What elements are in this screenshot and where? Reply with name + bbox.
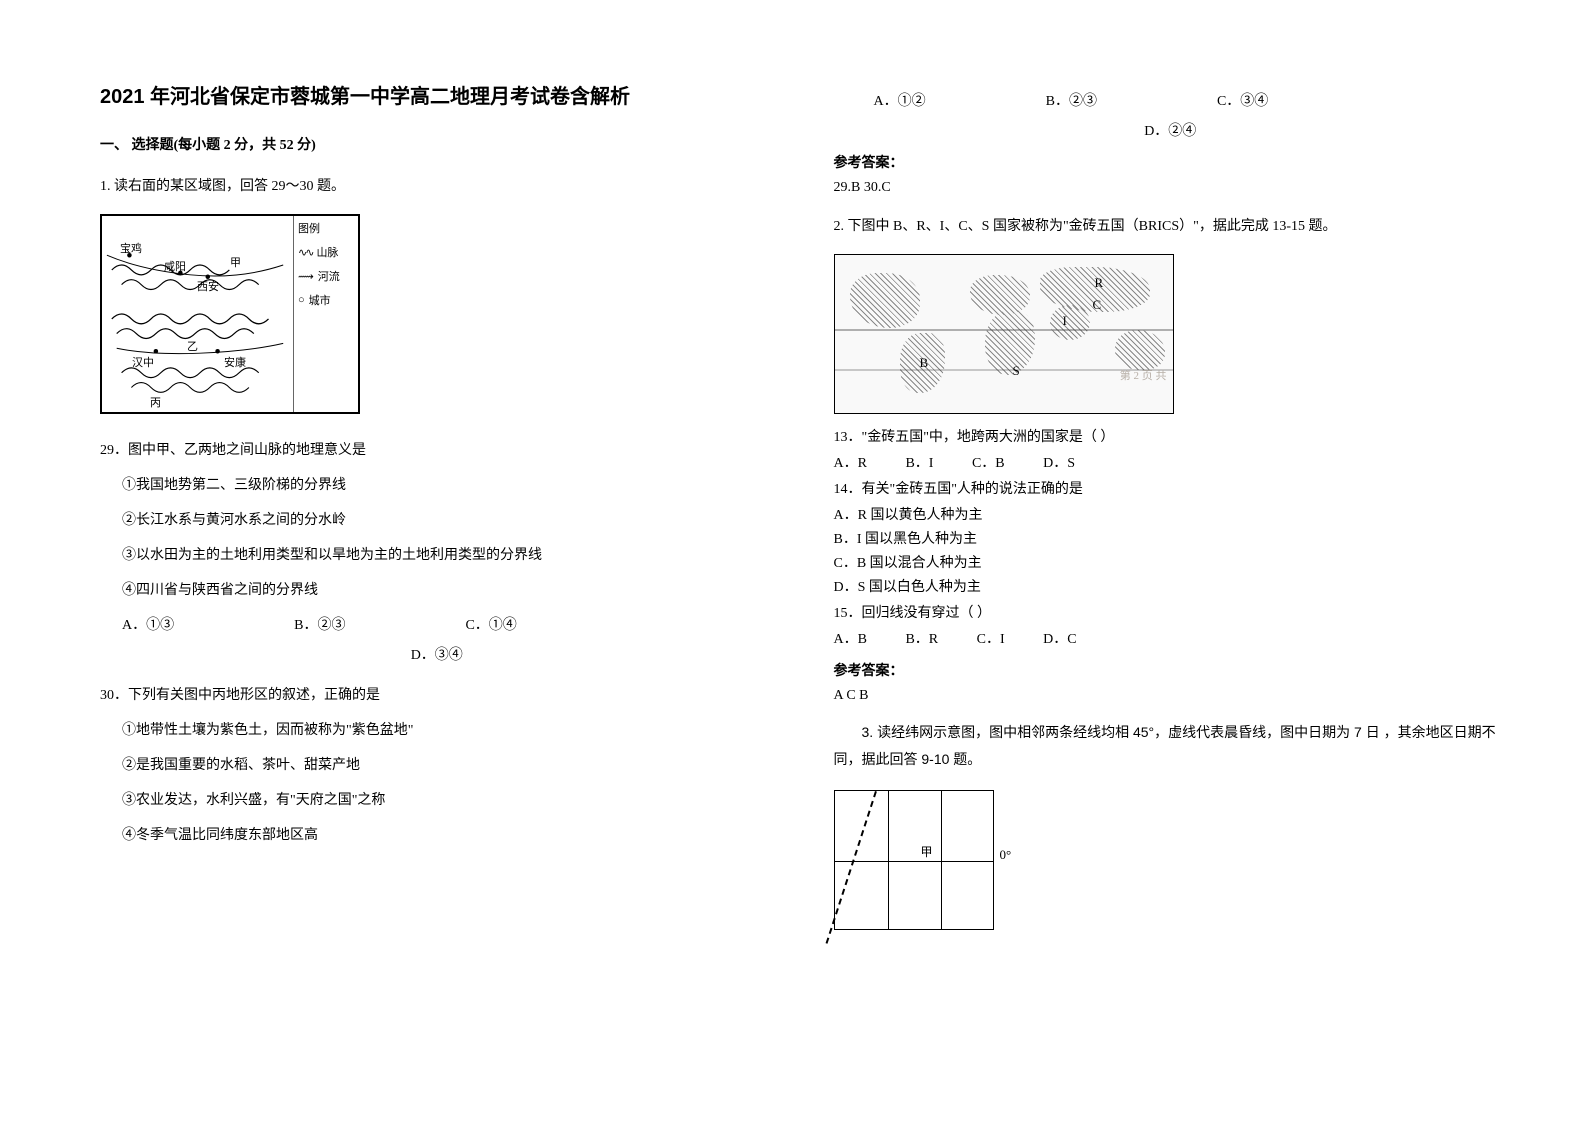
q13-stem: 13．"金砖五国"中，地跨两大洲的国家是（ ） — [834, 426, 1508, 446]
q1-answer: 29.B 30.C — [834, 180, 1508, 196]
q15-stem: 15．回归线没有穿过（ ） — [834, 602, 1508, 622]
q3-label-0: 0° — [1000, 847, 1012, 863]
q15-optC: C．I — [977, 632, 1005, 647]
legend-mountain: 山脉 — [316, 244, 338, 260]
q13-optA: A．R — [834, 456, 867, 471]
q3-label-jia: 甲 — [921, 843, 933, 860]
q2-answer-label: 参考答案： — [834, 660, 1508, 680]
map-label-C: C — [1093, 297, 1102, 313]
q30-optD: D．②④ — [834, 120, 1508, 140]
q30-stmt2: ②是我国重要的水稻、茶叶、甜菜产地 — [122, 754, 774, 774]
legend-river: 河流 — [318, 268, 340, 284]
q14-optA: A．R 国以黄色人种为主 — [834, 504, 1508, 524]
q30-stmt3: ③农业发达，水利兴盛，有"天府之国"之称 — [122, 789, 774, 809]
q29-stmt4: ④四川省与陕西省之间的分界线 — [122, 579, 774, 599]
q15-optB: B．R — [905, 632, 938, 647]
q13-optB: B．I — [905, 456, 933, 471]
q30-optC: C．③④ — [1217, 90, 1268, 110]
q15-optD: D．C — [1043, 632, 1076, 647]
q14-optC: C．B 国以混合人种为主 — [834, 552, 1508, 572]
label-bing: 丙 — [150, 394, 161, 410]
map-label-I: I — [1063, 313, 1067, 329]
q1-map-figure: 宝鸡 咸阳 西安 甲 汉中 乙 安康 丙 图例 ∿∿ 山脉 ⟿ 河流 ○ 城市 — [100, 214, 360, 414]
q14-optD: D．S 国以白色人种为主 — [834, 576, 1508, 596]
page-marker: 第 2 页 共 — [1120, 367, 1167, 383]
city-hanzhong: 汉中 — [132, 354, 154, 370]
label-yi: 乙 — [187, 338, 198, 354]
q2-stem: 2. 下图中 B、R、I、C、S 国家被称为"金砖五国（BRICS）"，据此完成… — [834, 214, 1508, 239]
city-xian: 西安 — [197, 278, 219, 294]
river-icon: ⟿ — [298, 270, 314, 283]
q29-stmt2: ②长江水系与黄河水系之间的分水岭 — [122, 509, 774, 529]
q29-optC: C．①④ — [465, 614, 516, 634]
world-map-figure: R C I B S 第 2 页 共 — [834, 254, 1174, 414]
exam-title: 2021 年河北省保定市蓉城第一中学高二地理月考试卷含解析 — [100, 80, 774, 109]
q30-stmt1: ①地带性土壤为紫色土，因而被称为"紫色盆地" — [122, 719, 774, 739]
legend-title: 图例 — [298, 220, 354, 236]
city-ankang: 安康 — [224, 354, 246, 370]
city-xianyang: 咸阳 — [164, 258, 186, 274]
q14-optB: B．I 国以黑色人种为主 — [834, 528, 1508, 548]
legend-city: 城市 — [309, 292, 331, 308]
map-legend: 图例 ∿∿ 山脉 ⟿ 河流 ○ 城市 — [293, 216, 358, 412]
q30-optB: B．②③ — [1046, 90, 1097, 110]
city-icon: ○ — [298, 294, 305, 306]
q15-optA: A．B — [834, 632, 867, 647]
q29-optB: B．②③ — [294, 614, 345, 634]
q29-stem: 29．图中甲、乙两地之间山脉的地理意义是 — [100, 439, 774, 459]
city-baoji: 宝鸡 — [120, 240, 142, 256]
q3-grid-figure: 甲 — [834, 790, 994, 930]
q14-stem: 14．有关"金砖五国"人种的说法正确的是 — [834, 478, 1508, 498]
q30-stem: 30．下列有关图中丙地形区的叙述，正确的是 — [100, 684, 774, 704]
q1-answer-label: 参考答案： — [834, 152, 1508, 172]
world-map-lines — [835, 255, 1173, 413]
q29-stmt3: ③以水田为主的土地利用类型和以旱地为主的土地利用类型的分界线 — [122, 544, 774, 564]
q30-stmt4: ④冬季气温比同纬度东部地区高 — [122, 824, 774, 844]
q29-stmt1: ①我国地势第二、三级阶梯的分界线 — [122, 474, 774, 494]
map-label-B: B — [920, 355, 929, 371]
map-label-R: R — [1095, 275, 1104, 291]
q13-optC: C．B — [972, 456, 1005, 471]
map-label-S: S — [1013, 363, 1020, 379]
q30-optA: A．①② — [874, 90, 926, 110]
q3-stem: 3. 读经纬网示意图，图中相邻两条经线均相 45°，虚线代表晨昏线，图中日期为 … — [834, 719, 1508, 772]
label-jia: 甲 — [230, 254, 241, 270]
q29-optA: A．①③ — [122, 614, 174, 634]
q1-stem: 1. 读右面的某区域图，回答 29～30 题。 — [100, 174, 774, 199]
q2-answer: A C B — [834, 688, 1508, 704]
section-1-heading: 一、 选择题(每小题 2 分，共 52 分) — [100, 134, 774, 154]
q13-optD: D．S — [1043, 456, 1075, 471]
mountain-icon: ∿∿ — [298, 246, 312, 259]
q29-optD: D．③④ — [100, 644, 774, 664]
